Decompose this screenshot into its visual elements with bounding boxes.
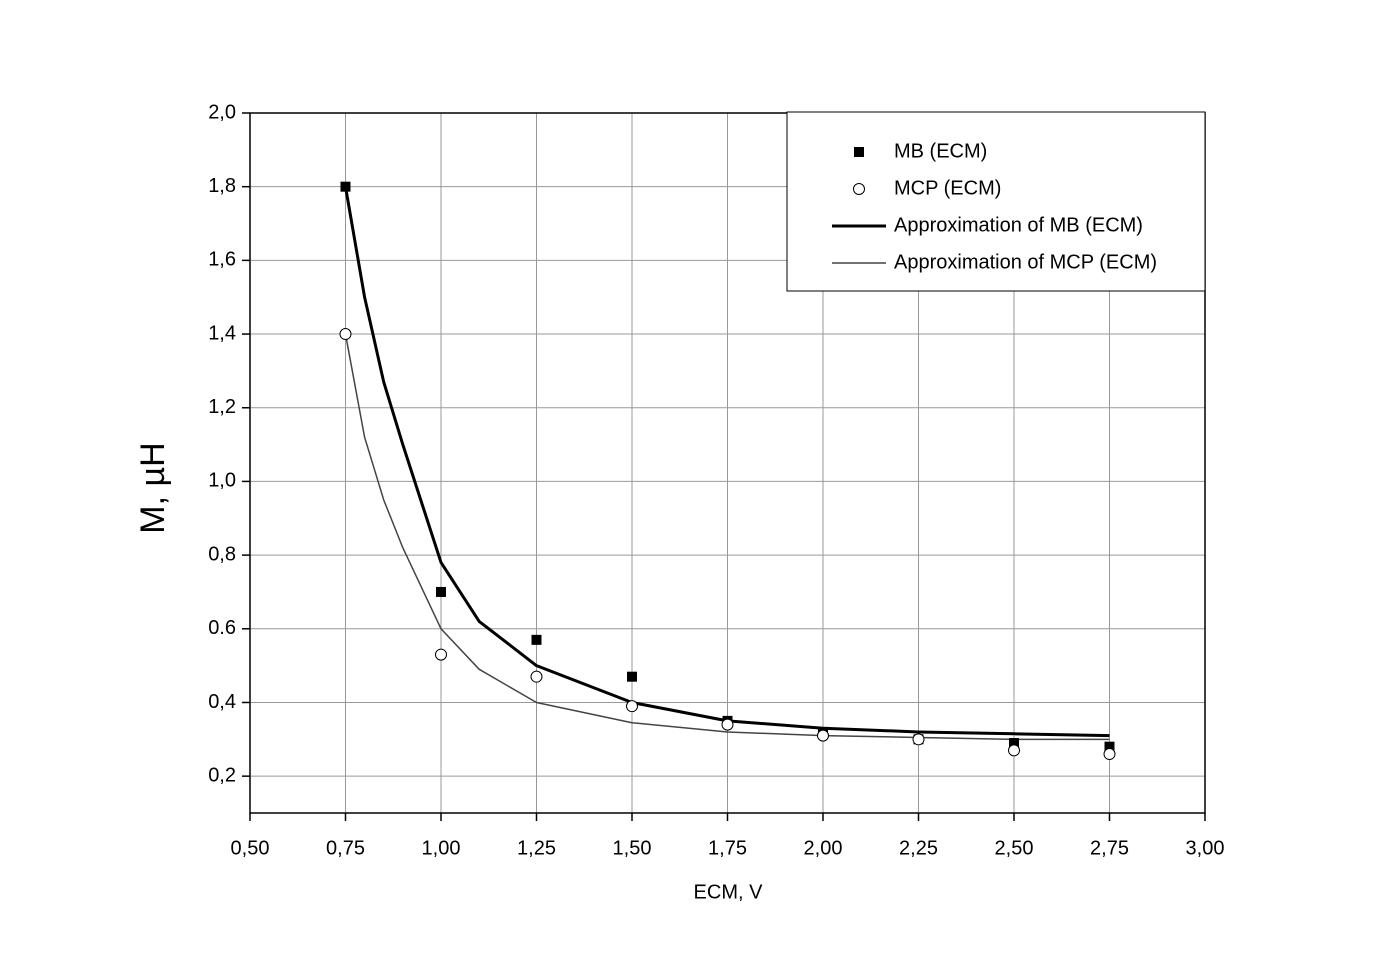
- y-tick-label: 1,0: [208, 470, 236, 492]
- y-tick-label: 1,6: [208, 249, 236, 271]
- plot-frame: [249, 112, 1206, 814]
- point: [1104, 741, 1115, 752]
- point: [721, 718, 734, 731]
- legend-label: Approximation of MCP (ECM): [894, 251, 1157, 273]
- point: [627, 671, 637, 682]
- point: [1103, 748, 1116, 761]
- y-tick-label: 0,2: [208, 764, 236, 786]
- point: [1009, 738, 1019, 748]
- x-tick-label: 2,75: [1090, 837, 1129, 859]
- y-tick-label: 1,8: [208, 175, 236, 197]
- point: [531, 634, 542, 645]
- x-tick-label: 2,00: [804, 837, 843, 859]
- x-tick-label: 2,25: [899, 837, 938, 859]
- x-tick-label: 1,50: [613, 837, 652, 859]
- y-tick-label: 1,2: [208, 396, 236, 418]
- x-tick-label: 3,00: [1186, 837, 1225, 859]
- legend-marker: [853, 183, 865, 195]
- y-tick-label: 0.6: [208, 617, 236, 639]
- legend: MB (ECM) MCP (ECM) Approximation of MB (EC…: [786, 111, 1206, 292]
- point: [339, 328, 352, 341]
- y-tick-label: 2,0: [208, 101, 236, 123]
- x-tick-label: 1,00: [422, 837, 461, 859]
- y-tick-label: 0,4: [208, 691, 236, 713]
- x-tick-label: 2,50: [995, 837, 1034, 859]
- x-tick-label: 1,25: [517, 837, 556, 859]
- y-axis-label: M, µH: [134, 442, 172, 533]
- x-axis-label: ECM, V: [694, 881, 764, 903]
- point: [817, 729, 829, 742]
- approximation-line: [344, 186, 1110, 738]
- point: [530, 670, 543, 683]
- point: [912, 733, 925, 746]
- legend-box: [786, 111, 1206, 292]
- point: [626, 700, 638, 713]
- point: [340, 181, 351, 192]
- point: [435, 648, 447, 661]
- legend-label: MB (ECM): [894, 140, 987, 162]
- x-tick-label: 0,75: [326, 837, 365, 859]
- x-tick-label: 1,75: [708, 837, 747, 859]
- y-tick-label: 1,4: [208, 322, 236, 344]
- legend-label: Approximation of MB (ECM): [894, 214, 1143, 236]
- point: [436, 586, 446, 597]
- x-tick-label: 0,50: [231, 837, 270, 859]
- legend-label: MCP (ECM): [894, 177, 1001, 199]
- point: [1008, 744, 1020, 757]
- y-tick-label: 0,8: [208, 543, 236, 565]
- legend-marker: [854, 147, 864, 157]
